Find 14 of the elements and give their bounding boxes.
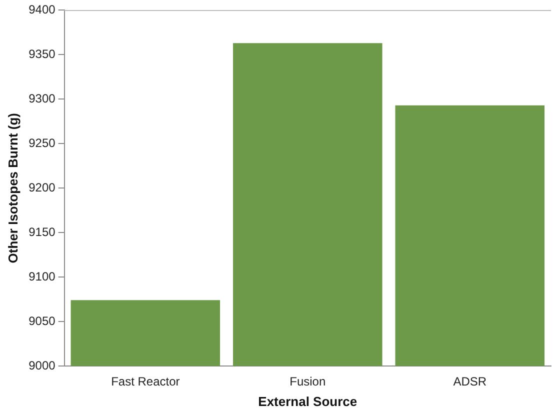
y-tick-label: 9050 — [28, 314, 56, 328]
y-tick-label: 9250 — [28, 136, 56, 150]
x-tick-label: Fast Reactor — [111, 374, 180, 389]
y-tick-label: 9400 — [28, 2, 56, 17]
x-tick-label: Fusion — [290, 374, 326, 389]
x-axis-title: External Source — [258, 394, 358, 409]
y-axis-title: Other Isotopes Burnt (g) — [5, 112, 20, 264]
y-tick-label: 9300 — [28, 91, 56, 106]
x-tick-label: ADSR — [453, 374, 487, 389]
y-tick-label: 9350 — [28, 46, 56, 61]
y-tick-label: 9200 — [28, 180, 56, 194]
y-tick-label: 9100 — [28, 269, 56, 284]
y-tick-label: 9150 — [28, 224, 56, 239]
y-tick-label: 9000 — [28, 358, 56, 372]
